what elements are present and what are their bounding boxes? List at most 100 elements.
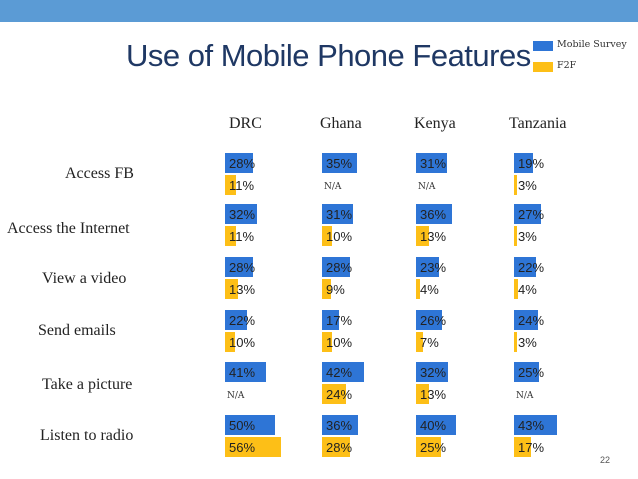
data-label-view-a-video-ghana-mobile-survey: 28% (326, 260, 352, 275)
bar-view-a-video-drc-f2f (225, 279, 238, 299)
bar-access-the-internet-kenya-f2f (416, 226, 429, 246)
data-label-access-fb-tanzania-f2f: 3% (518, 178, 537, 193)
bar-access-fb-kenya-mobile-survey (416, 153, 447, 173)
data-label-take-a-picture-ghana-f2f: 24% (326, 387, 352, 402)
bar-view-a-video-kenya-f2f (416, 279, 420, 299)
data-label-access-fb-drc-mobile-survey: 28% (229, 156, 255, 171)
na-label-access-fb-ghana-f2f: N/A (324, 182, 342, 192)
bar-access-the-internet-ghana-f2f (322, 226, 332, 246)
bar-send-emails-kenya-f2f (416, 332, 423, 352)
bar-take-a-picture-ghana-mobile-survey (322, 362, 364, 382)
country-header-ghana: Ghana (320, 115, 362, 132)
bar-send-emails-tanzania-f2f (514, 332, 517, 352)
data-label-access-the-internet-drc-mobile-survey: 32% (229, 207, 255, 222)
data-label-access-the-internet-drc-f2f: 11% (229, 229, 254, 244)
data-label-listen-to-radio-kenya-f2f: 25% (420, 440, 446, 455)
data-label-send-emails-tanzania-f2f: 3% (518, 335, 537, 350)
legend-swatch-mobile-survey (533, 41, 553, 51)
bar-take-a-picture-drc-mobile-survey (225, 362, 266, 382)
data-label-listen-to-radio-drc-f2f: 56% (229, 440, 255, 455)
data-label-take-a-picture-drc-mobile-survey: 41% (229, 365, 255, 380)
feature-label-view-video: View a video (42, 270, 127, 287)
bar-send-emails-tanzania-mobile-survey (514, 310, 538, 330)
data-label-take-a-picture-kenya-mobile-survey: 32% (420, 365, 446, 380)
data-label-view-a-video-drc-mobile-survey: 28% (229, 260, 255, 275)
bar-access-fb-tanzania-mobile-survey (514, 153, 533, 173)
bar-access-the-internet-kenya-mobile-survey (416, 204, 452, 224)
data-label-access-the-internet-ghana-f2f: 10% (326, 229, 352, 244)
page-number: 22 (599, 455, 610, 465)
legend-item-f2f: F2F (533, 60, 638, 74)
data-label-send-emails-drc-f2f: 10% (229, 335, 255, 350)
data-label-access-fb-drc-f2f: 11% (229, 178, 254, 193)
legend-label-f2f: F2F (557, 60, 577, 71)
data-label-send-emails-tanzania-mobile-survey: 24% (518, 313, 544, 328)
legend-swatch-f2f (533, 62, 553, 72)
data-label-listen-to-radio-tanzania-mobile-survey: 43% (518, 418, 544, 433)
bar-listen-to-radio-tanzania-mobile-survey (514, 415, 557, 435)
bar-listen-to-radio-tanzania-f2f (514, 437, 531, 457)
data-label-take-a-picture-kenya-f2f: 13% (420, 387, 446, 402)
data-label-listen-to-radio-tanzania-f2f: 17% (518, 440, 544, 455)
bar-take-a-picture-ghana-f2f (322, 384, 346, 404)
data-label-access-the-internet-tanzania-f2f: 3% (518, 229, 537, 244)
data-label-send-emails-kenya-f2f: 7% (420, 335, 439, 350)
feature-label-take-picture: Take a picture (42, 376, 133, 393)
bar-listen-to-radio-ghana-f2f (322, 437, 350, 457)
chart-legend: Mobile Survey F2F (533, 36, 638, 80)
data-label-listen-to-radio-kenya-mobile-survey: 40% (420, 418, 446, 433)
bar-view-a-video-tanzania-f2f (514, 279, 518, 299)
legend-item-mobile-survey: Mobile Survey (533, 39, 638, 53)
data-label-view-a-video-ghana-f2f: 9% (326, 282, 345, 297)
data-label-access-the-internet-ghana-mobile-survey: 31% (326, 207, 352, 222)
data-label-view-a-video-drc-f2f: 13% (229, 282, 255, 297)
country-header-tanzania: Tanzania (509, 115, 567, 132)
bar-listen-to-radio-kenya-f2f (416, 437, 441, 457)
feature-label-send-emails: Send emails (38, 322, 116, 339)
country-header-drc: DRC (229, 115, 262, 132)
data-label-send-emails-drc-mobile-survey: 22% (229, 313, 255, 328)
data-label-access-fb-ghana-mobile-survey: 35% (326, 156, 352, 171)
bar-view-a-video-tanzania-mobile-survey (514, 257, 536, 277)
bar-send-emails-drc-mobile-survey (225, 310, 247, 330)
bar-view-a-video-ghana-mobile-survey (322, 257, 350, 277)
bar-access-the-internet-tanzania-mobile-survey (514, 204, 541, 224)
data-label-access-the-internet-tanzania-mobile-survey: 27% (518, 207, 544, 222)
bar-access-the-internet-ghana-mobile-survey (322, 204, 353, 224)
top-accent-bar (0, 0, 638, 22)
data-label-view-a-video-tanzania-mobile-survey: 22% (518, 260, 544, 275)
data-label-access-fb-tanzania-mobile-survey: 19% (518, 156, 544, 171)
na-label-take-a-picture-drc-f2f: N/A (227, 391, 245, 401)
data-label-listen-to-radio-drc-mobile-survey: 50% (229, 418, 255, 433)
bar-send-emails-ghana-mobile-survey (322, 310, 339, 330)
bar-take-a-picture-tanzania-mobile-survey (514, 362, 539, 382)
data-label-send-emails-kenya-mobile-survey: 26% (420, 313, 446, 328)
data-label-take-a-picture-tanzania-mobile-survey: 25% (518, 365, 544, 380)
bar-send-emails-drc-f2f (225, 332, 235, 352)
data-label-access-the-internet-kenya-f2f: 13% (420, 229, 446, 244)
legend-label-mobile-survey: Mobile Survey (557, 39, 627, 50)
country-header-kenya: Kenya (414, 115, 456, 132)
feature-label-access-fb: Access FB (65, 165, 134, 182)
bar-access-the-internet-drc-mobile-survey (225, 204, 257, 224)
data-label-access-fb-kenya-mobile-survey: 31% (420, 156, 446, 171)
feature-label-access-internet: Access the Internet (7, 220, 130, 237)
data-label-view-a-video-tanzania-f2f: 4% (518, 282, 537, 297)
bar-send-emails-kenya-mobile-survey (416, 310, 442, 330)
data-label-access-the-internet-kenya-mobile-survey: 36% (420, 207, 446, 222)
bar-access-fb-tanzania-f2f (514, 175, 517, 195)
data-label-listen-to-radio-ghana-mobile-survey: 36% (326, 418, 352, 433)
bar-send-emails-ghana-f2f (322, 332, 332, 352)
bar-listen-to-radio-ghana-mobile-survey (322, 415, 358, 435)
bar-access-the-internet-drc-f2f (225, 226, 236, 246)
bar-access-fb-drc-f2f (225, 175, 236, 195)
na-label-take-a-picture-tanzania-f2f: N/A (516, 391, 534, 401)
bar-listen-to-radio-drc-mobile-survey (225, 415, 275, 435)
data-label-listen-to-radio-ghana-f2f: 28% (326, 440, 352, 455)
bar-take-a-picture-kenya-f2f (416, 384, 429, 404)
data-label-view-a-video-kenya-f2f: 4% (420, 282, 439, 297)
bar-access-fb-ghana-mobile-survey (322, 153, 357, 173)
bar-listen-to-radio-drc-f2f (225, 437, 281, 457)
feature-label-listen-radio: Listen to radio (40, 427, 134, 444)
